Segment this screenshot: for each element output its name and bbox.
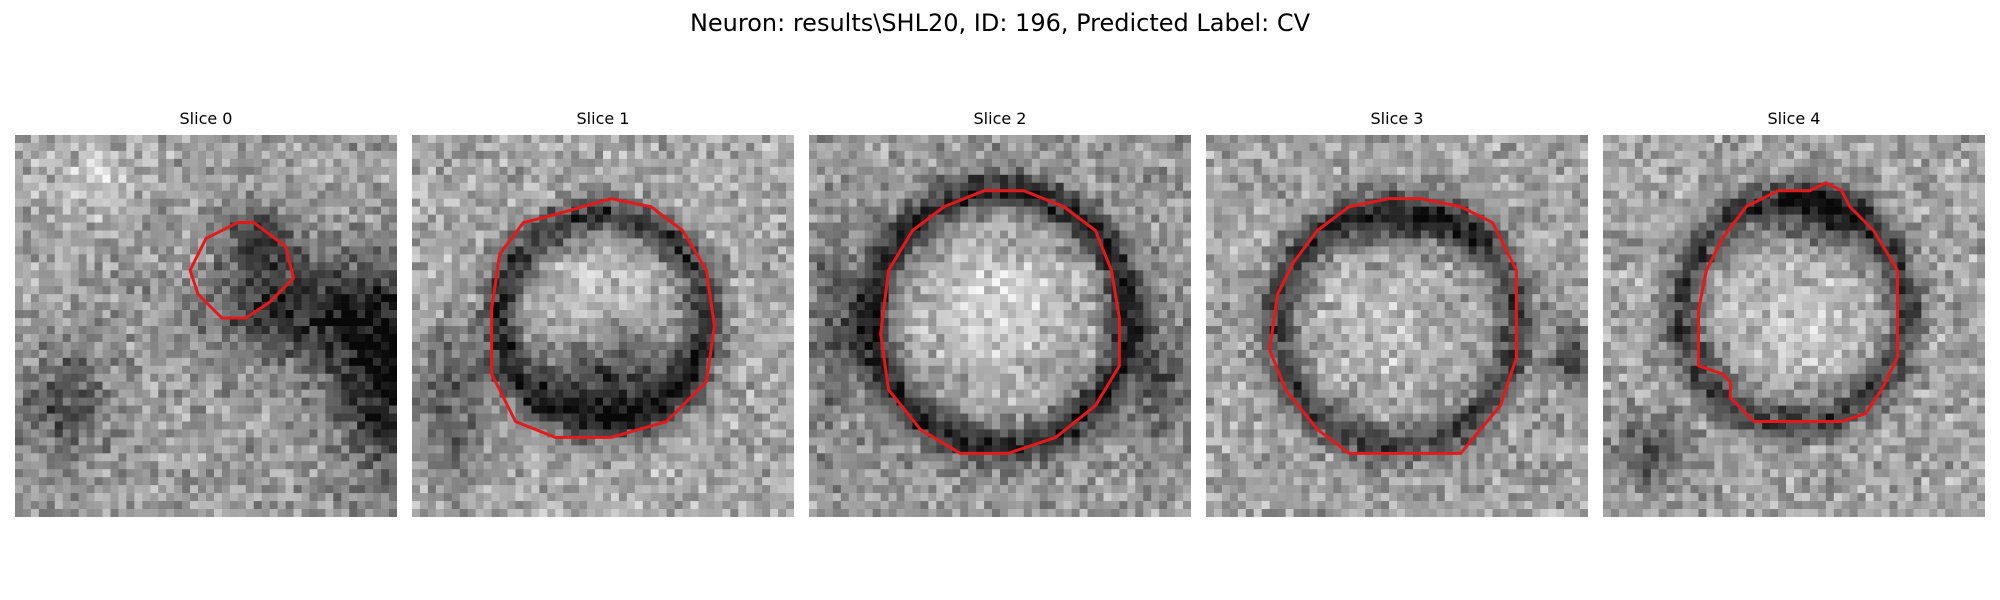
panel-title: Slice 4 xyxy=(1767,109,1821,128)
panel-title: Slice 2 xyxy=(973,109,1027,128)
slice-image xyxy=(1206,135,1588,517)
panel-slice-1: Slice 1 xyxy=(412,108,794,517)
panel-slice-2: Slice 2 xyxy=(809,108,1191,517)
segmentation-contour xyxy=(1270,199,1517,454)
panel-title: Slice 0 xyxy=(179,109,233,128)
slice-image xyxy=(1603,135,1985,517)
panel-title: Slice 3 xyxy=(1370,109,1424,128)
segmentation-contour xyxy=(492,199,715,438)
panel-slice-0: Slice 0 xyxy=(15,108,397,517)
panel-slice-3: Slice 3 xyxy=(1206,108,1588,517)
segmentation-contour xyxy=(1699,183,1898,422)
slice-image xyxy=(412,135,794,517)
panel-title: Slice 1 xyxy=(576,109,630,128)
segmentation-contour xyxy=(881,191,1120,454)
segmentation-contour xyxy=(190,223,293,319)
slice-image xyxy=(15,135,397,517)
panel-slice-4: Slice 4 xyxy=(1603,108,1985,517)
slice-image xyxy=(809,135,1191,517)
figure-title: Neuron: results\SHL20, ID: 196, Predicte… xyxy=(689,9,1311,37)
